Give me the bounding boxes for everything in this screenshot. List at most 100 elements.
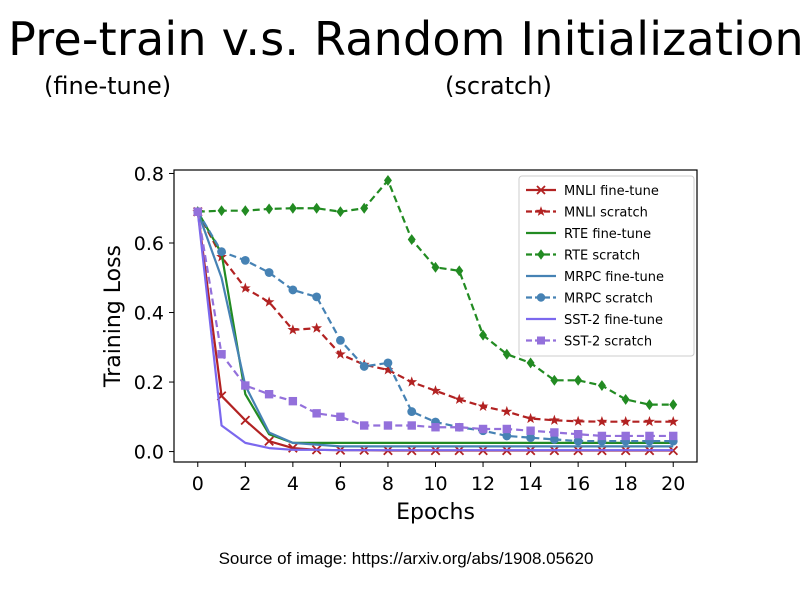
data-point-mnli-scratch bbox=[239, 282, 251, 293]
data-point-sst-2-scratch bbox=[336, 412, 345, 422]
data-point-mrpc-scratch bbox=[335, 335, 345, 345]
x-tick-label: 14 bbox=[518, 473, 542, 495]
data-point-rte-scratch bbox=[312, 202, 321, 214]
x-tick-label: 18 bbox=[614, 473, 638, 495]
data-point-sst-2-scratch bbox=[383, 421, 393, 430]
data-point-sst-2-scratch bbox=[455, 423, 464, 432]
legend-marker-mrpc-scratch bbox=[536, 293, 546, 302]
data-point-mrpc-scratch bbox=[407, 407, 417, 417]
data-point-mrpc-scratch bbox=[359, 361, 369, 371]
source-caption: Source of image: https://arxiv.org/abs/1… bbox=[218, 549, 594, 568]
data-point-rte-scratch bbox=[645, 399, 654, 411]
data-point-rte-scratch bbox=[479, 329, 488, 341]
data-point-rte-scratch bbox=[383, 174, 392, 186]
y-tick-label: 0.4 bbox=[134, 303, 164, 325]
legend-entry-sst-2-scratch: SST-2 scratch bbox=[526, 335, 652, 350]
data-point-sst-2-scratch bbox=[217, 350, 226, 359]
series-mrpc-fine-tune bbox=[196, 211, 674, 448]
data-point-rte-scratch bbox=[360, 202, 369, 214]
data-point-mnli-scratch bbox=[501, 405, 513, 417]
data-point-mnli-fine-tune bbox=[264, 436, 274, 446]
series-line-sst-2-scratch bbox=[196, 211, 674, 438]
legend-label-rte-scratch: RTE scratch bbox=[564, 249, 640, 264]
data-point-mnli-scratch bbox=[311, 322, 323, 333]
legend-entry-rte-fine-tune: RTE fine-tune bbox=[526, 227, 651, 242]
data-point-rte-scratch bbox=[621, 393, 630, 405]
legend-label-rte-fine-tune: RTE fine-tune bbox=[564, 227, 651, 242]
data-point-sst-2-scratch bbox=[573, 429, 583, 439]
data-point-rte-scratch bbox=[574, 374, 583, 386]
data-point-sst-2-scratch bbox=[407, 421, 416, 430]
data-point-mnli-fine-tune bbox=[240, 415, 251, 426]
data-point-rte-scratch bbox=[502, 348, 511, 360]
data-point-sst-2-scratch bbox=[669, 431, 678, 441]
data-point-rte-scratch bbox=[431, 261, 440, 273]
data-point-rte-scratch bbox=[407, 234, 416, 245]
data-point-rte-scratch bbox=[526, 357, 535, 369]
series-mnli-scratch bbox=[192, 206, 679, 427]
data-point-sst-2-scratch bbox=[502, 424, 512, 434]
data-point-rte-scratch bbox=[217, 205, 226, 217]
series-rte-scratch bbox=[193, 174, 678, 411]
data-point-sst-2-scratch bbox=[526, 426, 535, 435]
data-point-sst-2-scratch bbox=[478, 424, 488, 434]
x-tick-label: 2 bbox=[239, 473, 251, 495]
legend-label-mnli-fine-tune: MNLI fine-tune bbox=[564, 184, 659, 199]
legend-marker-mnli-scratch bbox=[535, 206, 547, 216]
data-point-sst-2-scratch bbox=[264, 390, 274, 399]
series-sst-2-scratch bbox=[193, 207, 678, 441]
data-point-mnli-scratch bbox=[263, 296, 275, 307]
subtitle-scratch: (scratch) bbox=[445, 72, 552, 100]
legend-marker-mnli-fine-tune bbox=[536, 185, 546, 195]
x-tick-label: 12 bbox=[471, 473, 495, 495]
data-point-mrpc-scratch bbox=[217, 247, 226, 257]
legend-entry-sst-2-fine-tune: SST-2 fine-tune bbox=[526, 313, 663, 328]
data-point-rte-scratch bbox=[455, 265, 464, 277]
data-point-rte-scratch bbox=[550, 374, 559, 386]
slide-title: Pre-train v.s. Random Initialization bbox=[8, 12, 804, 66]
y-tick-label: 0.2 bbox=[134, 372, 164, 394]
legend-entry-mrpc-scratch: MRPC scratch bbox=[526, 292, 653, 307]
data-point-rte-scratch bbox=[597, 380, 606, 391]
legend-label-mrpc-fine-tune: MRPC fine-tune bbox=[564, 270, 664, 285]
data-point-mnli-scratch bbox=[667, 416, 679, 427]
legend-label-sst-2-fine-tune: SST-2 fine-tune bbox=[564, 313, 663, 328]
x-tick-label: 16 bbox=[566, 473, 590, 495]
data-point-rte-scratch bbox=[265, 203, 274, 215]
x-axis-label: Epochs bbox=[396, 500, 475, 525]
legend-entry-rte-scratch: RTE scratch bbox=[526, 249, 640, 264]
legend-entry-mnli-fine-tune: MNLI fine-tune bbox=[526, 184, 659, 199]
data-point-mnli-scratch bbox=[548, 414, 560, 425]
data-point-rte-scratch bbox=[669, 399, 678, 411]
data-point-mrpc-scratch bbox=[573, 436, 583, 446]
data-point-sst-2-scratch bbox=[288, 396, 298, 406]
legend-marker-sst-2-scratch bbox=[537, 336, 545, 345]
x-tick-label: 4 bbox=[287, 473, 299, 495]
data-point-mrpc-scratch bbox=[383, 358, 393, 368]
data-point-mnli-scratch bbox=[620, 416, 632, 427]
data-point-rte-scratch bbox=[241, 205, 250, 217]
data-point-mrpc-scratch bbox=[240, 255, 250, 265]
legend-label-mrpc-scratch: MRPC scratch bbox=[564, 292, 653, 307]
legend-box bbox=[518, 175, 695, 357]
data-point-mrpc-scratch bbox=[264, 268, 274, 277]
y-axis-label: Training Loss bbox=[101, 245, 126, 388]
data-point-mnli-scratch bbox=[406, 376, 418, 387]
x-tick-label: 0 bbox=[192, 473, 204, 495]
data-point-rte-scratch bbox=[288, 202, 297, 214]
data-point-sst-2-scratch bbox=[431, 423, 440, 432]
x-tick-label: 6 bbox=[334, 473, 346, 495]
x-tick-label: 8 bbox=[382, 473, 394, 495]
y-tick-label: 0.8 bbox=[134, 163, 164, 185]
data-point-sst-2-scratch bbox=[645, 431, 654, 441]
series-sst-2-fine-tune bbox=[196, 211, 674, 452]
y-tick-label: 0.6 bbox=[134, 233, 164, 255]
data-point-sst-2-scratch bbox=[597, 431, 607, 441]
legend-label-mnli-scratch: MNLI scratch bbox=[564, 206, 648, 221]
data-point-mrpc-scratch bbox=[502, 431, 512, 441]
data-point-rte-scratch bbox=[336, 206, 345, 218]
data-point-mrpc-scratch bbox=[312, 292, 322, 302]
data-point-sst-2-scratch bbox=[359, 421, 369, 430]
data-point-sst-2-scratch bbox=[550, 428, 559, 437]
